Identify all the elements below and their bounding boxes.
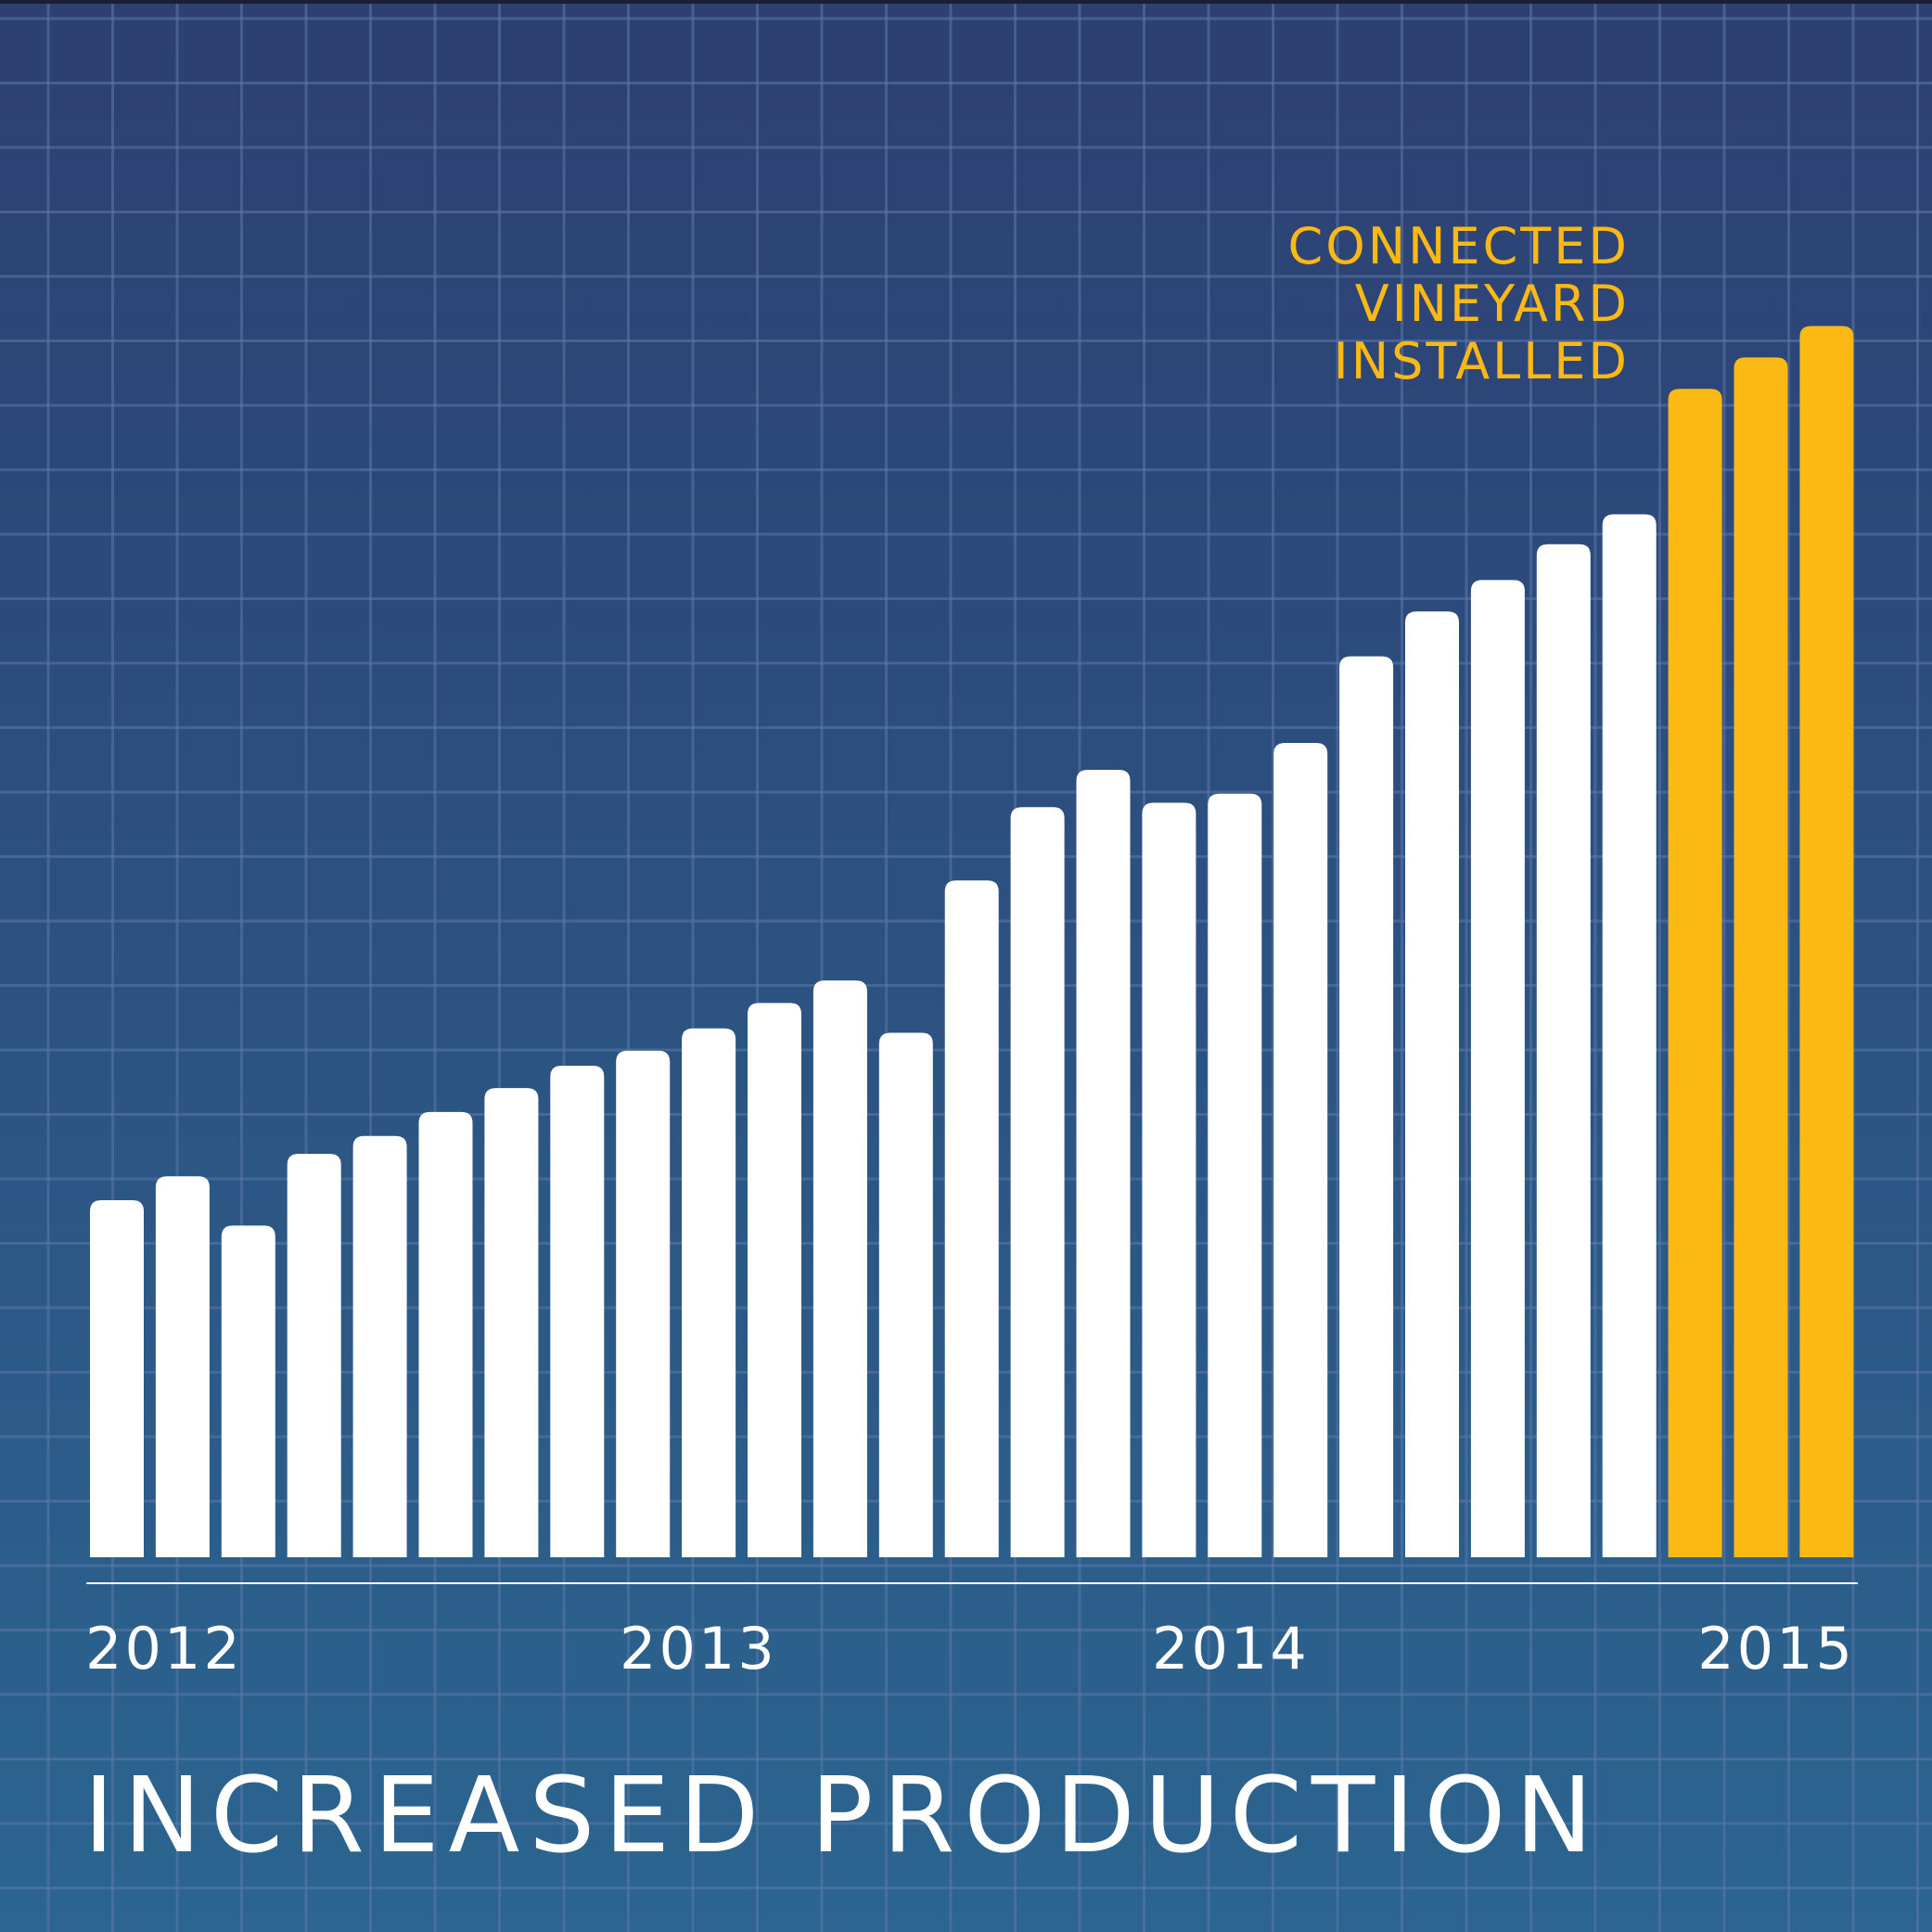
bar (1536, 544, 1591, 1558)
bar (812, 980, 867, 1557)
bar (1339, 656, 1394, 1557)
bar (1273, 743, 1328, 1557)
bar-highlight (1799, 326, 1854, 1557)
bar (418, 1111, 473, 1557)
annotation-line-3: INSTALLED (1334, 332, 1630, 390)
bar (1208, 793, 1262, 1557)
annotation-line-1: CONNECTED (1287, 217, 1630, 275)
bar (1076, 770, 1131, 1557)
bar-highlight (1668, 389, 1722, 1557)
bar (1405, 611, 1459, 1557)
bar (287, 1154, 341, 1557)
x-tick-label-2012: 2012 (85, 1615, 243, 1683)
bar (1602, 514, 1657, 1557)
bar (1470, 580, 1525, 1557)
chart-title: INCREASED PRODUCTION (83, 1756, 1602, 1876)
bar (221, 1225, 275, 1557)
bar (1142, 802, 1196, 1557)
x-tick-label-2013: 2013 (620, 1615, 777, 1683)
bar (616, 1050, 671, 1557)
bar-highlight (1734, 357, 1788, 1558)
bar (550, 1065, 605, 1557)
annotation: CONNECTED VINEYARD INSTALLED (1287, 217, 1630, 390)
bars (90, 326, 1854, 1558)
x-axis-tick-labels: 2012 2013 2014 2015 (85, 1615, 1855, 1683)
bar (944, 880, 999, 1557)
annotation-line-2: VINEYARD (1355, 275, 1630, 333)
x-tick-label-2014: 2014 (1152, 1615, 1310, 1683)
bar (878, 1032, 933, 1557)
bar (682, 1028, 736, 1557)
bar (1010, 807, 1065, 1557)
bar (90, 1199, 144, 1557)
bar (155, 1176, 210, 1557)
bar (748, 1003, 801, 1557)
x-tick-label-2015: 2015 (1697, 1615, 1855, 1683)
bar (484, 1088, 539, 1557)
bar (352, 1135, 407, 1557)
